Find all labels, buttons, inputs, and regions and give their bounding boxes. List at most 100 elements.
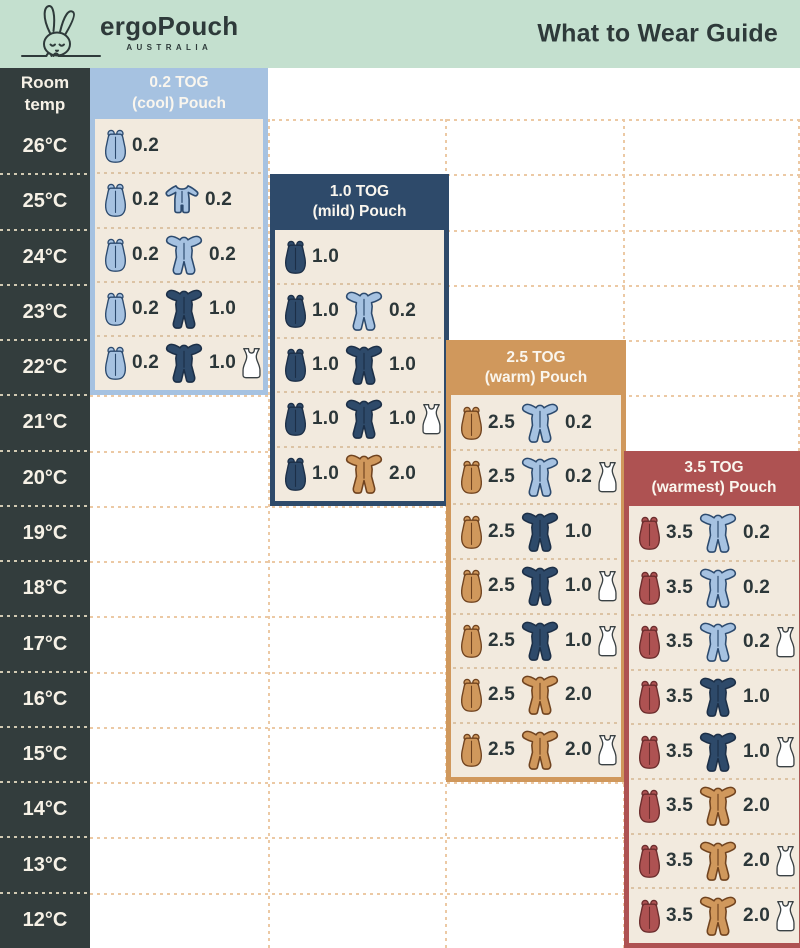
suit-tog-value: 1.0 — [743, 740, 771, 762]
singlet-icon — [776, 627, 795, 658]
singlet-icon — [422, 404, 441, 435]
panel-title: 2.5 TOG (warm) Pouch — [446, 340, 626, 395]
room-temp-column: Room temp 26°C 25°C 24°C 23°C 22°C 21°C 20°C 19… — [0, 68, 90, 948]
outfit-row-15c: 2.5 2.0 — [451, 721, 621, 778]
temp-label: 18°C — [0, 560, 90, 616]
pouch-icon — [639, 516, 660, 551]
pouch-tog-value: 0.2 — [132, 243, 160, 265]
pouch-icon — [461, 406, 482, 440]
brand-country: AUSTRALIA — [126, 43, 213, 52]
pouch-icon — [639, 790, 660, 824]
suit-tog-value: 0.2 — [389, 299, 417, 321]
onesie-icon — [699, 677, 737, 717]
pouch-icon — [461, 679, 482, 713]
onesie-icon — [345, 454, 383, 494]
outfit-row-12c: 3.5 2.0 — [629, 887, 799, 943]
temp-label: 12°C — [0, 891, 90, 948]
pouch-tog-value: 3.5 — [666, 631, 694, 653]
pouch-tog-value: 1.0 — [312, 408, 340, 430]
room-temp-header: Room temp — [20, 73, 70, 114]
pouch-icon — [105, 238, 126, 272]
suit-tog-value: 1.0 — [209, 352, 237, 374]
temp-label: 26°C — [22, 135, 68, 158]
tog-panel-0.2: 0.2 TOG (cool) Pouch 0.2 0.2 0.2 0.2 0.2… — [90, 68, 268, 396]
onesie-icon — [165, 289, 203, 329]
panel-body: 3.5 0.2 3.5 0.2 3.5 0.2 3.5 1.0 3.5 1.0 … — [629, 505, 799, 943]
outfit-row-17c: 2.5 1.0 — [451, 612, 621, 669]
outfit-row-22c: 0.2 1.0 — [95, 335, 263, 390]
room-temp-rows: 26°C 25°C 24°C 23°C 22°C 21°C 20°C 19°C 18°C 17°C… — [0, 119, 90, 948]
onesie-icon — [699, 513, 737, 554]
pouch-icon — [639, 680, 660, 714]
page-header: ergoPouch AUSTRALIA What to Wear Guide — [0, 0, 800, 68]
brand-wordmark: ergoPouch AUSTRALIA — [100, 13, 239, 52]
pouch-icon — [461, 569, 482, 604]
onesie-icon — [521, 457, 559, 497]
outfit-row-23c: 1.0 0.2 — [275, 282, 444, 338]
pouch-icon — [105, 292, 126, 326]
temp-label: 24°C — [0, 228, 90, 285]
suit-tog-value: 0.2 — [565, 411, 593, 433]
panel-title: 3.5 TOG (warmest) Pouch — [624, 451, 800, 506]
pouch-tog-value: 0.2 — [132, 297, 160, 319]
pouch-tog-value: 1.0 — [312, 245, 340, 267]
singlet-icon — [598, 462, 617, 493]
onesie-icon — [345, 400, 383, 440]
onesie-icon — [699, 786, 737, 827]
onesie-icon — [345, 345, 383, 386]
pouch-icon — [639, 735, 660, 769]
outfit-row-19c: 2.5 1.0 — [451, 503, 621, 559]
onesie-icon — [521, 512, 559, 552]
outfit-row-18c: 2.5 1.0 — [451, 557, 621, 614]
temp-label: 13°C — [0, 836, 90, 892]
panel-title-line1: 3.5 TOG — [684, 459, 744, 477]
temp-label: 21°C — [0, 394, 90, 450]
singlet-icon — [776, 736, 795, 768]
suit-tog-value: 2.0 — [565, 738, 593, 760]
pouch-icon — [639, 571, 660, 605]
outfit-row-21c: 2.5 0.2 — [451, 395, 621, 450]
temp-label: 16°C — [0, 670, 90, 727]
onesie-icon — [521, 566, 559, 607]
onesie-icon — [699, 896, 737, 936]
temp-label: 14°C — [0, 781, 90, 837]
suit-tog-value: 2.0 — [743, 795, 771, 817]
pouch-tog-value: 1.0 — [312, 462, 340, 484]
singlet-icon — [598, 734, 617, 766]
pouch-icon — [285, 457, 306, 491]
outfit-row-21c: 1.0 1.0 — [275, 391, 444, 446]
pouch-icon — [105, 129, 126, 163]
outfit-row-13c: 3.5 2.0 — [629, 832, 799, 889]
pouch-icon — [285, 403, 306, 437]
suit-tog-value: 0.2 — [205, 189, 233, 211]
outfit-row-15c: 3.5 1.0 — [629, 723, 799, 779]
onesie-icon — [699, 623, 737, 663]
pouch-tog-value: 3.5 — [666, 576, 694, 598]
suit-tog-value: 0.2 — [209, 243, 237, 265]
onesie-icon — [165, 343, 203, 384]
pouch-tog-value: 0.2 — [132, 135, 160, 157]
page-title: What to Wear Guide — [537, 19, 778, 48]
pouch-icon — [639, 844, 660, 878]
panel-title: 1.0 TOG (mild) Pouch — [270, 174, 449, 229]
onesie-icon — [521, 730, 559, 770]
panel-title-line2: (warm) Pouch — [484, 368, 588, 386]
panel-title-line1: 1.0 TOG — [329, 182, 390, 200]
temp-label: 22°C — [0, 339, 90, 395]
pouch-tog-value: 1.0 — [312, 354, 340, 376]
pouch-icon — [461, 733, 482, 767]
panel-title-line1: 2.5 TOG — [506, 348, 566, 366]
outfit-row-20c: 2.5 0.2 — [451, 448, 621, 505]
pouch-tog-value: 3.5 — [666, 522, 694, 544]
outfit-row-16c: 3.5 1.0 — [629, 668, 799, 725]
suit-tog-value: 2.0 — [389, 462, 417, 484]
pouch-tog-value: 2.5 — [488, 684, 516, 706]
panel-title-line2: (warmest) Pouch — [651, 479, 777, 497]
temp-label: 19°C — [0, 504, 90, 561]
pouch-icon — [285, 294, 306, 328]
suit-tog-value: 2.0 — [743, 904, 771, 926]
outfit-row-26c: 0.2 — [95, 119, 263, 173]
outfit-row-19c: 3.5 0.2 — [629, 506, 799, 561]
suit-tog-value: 1.0 — [565, 629, 593, 651]
